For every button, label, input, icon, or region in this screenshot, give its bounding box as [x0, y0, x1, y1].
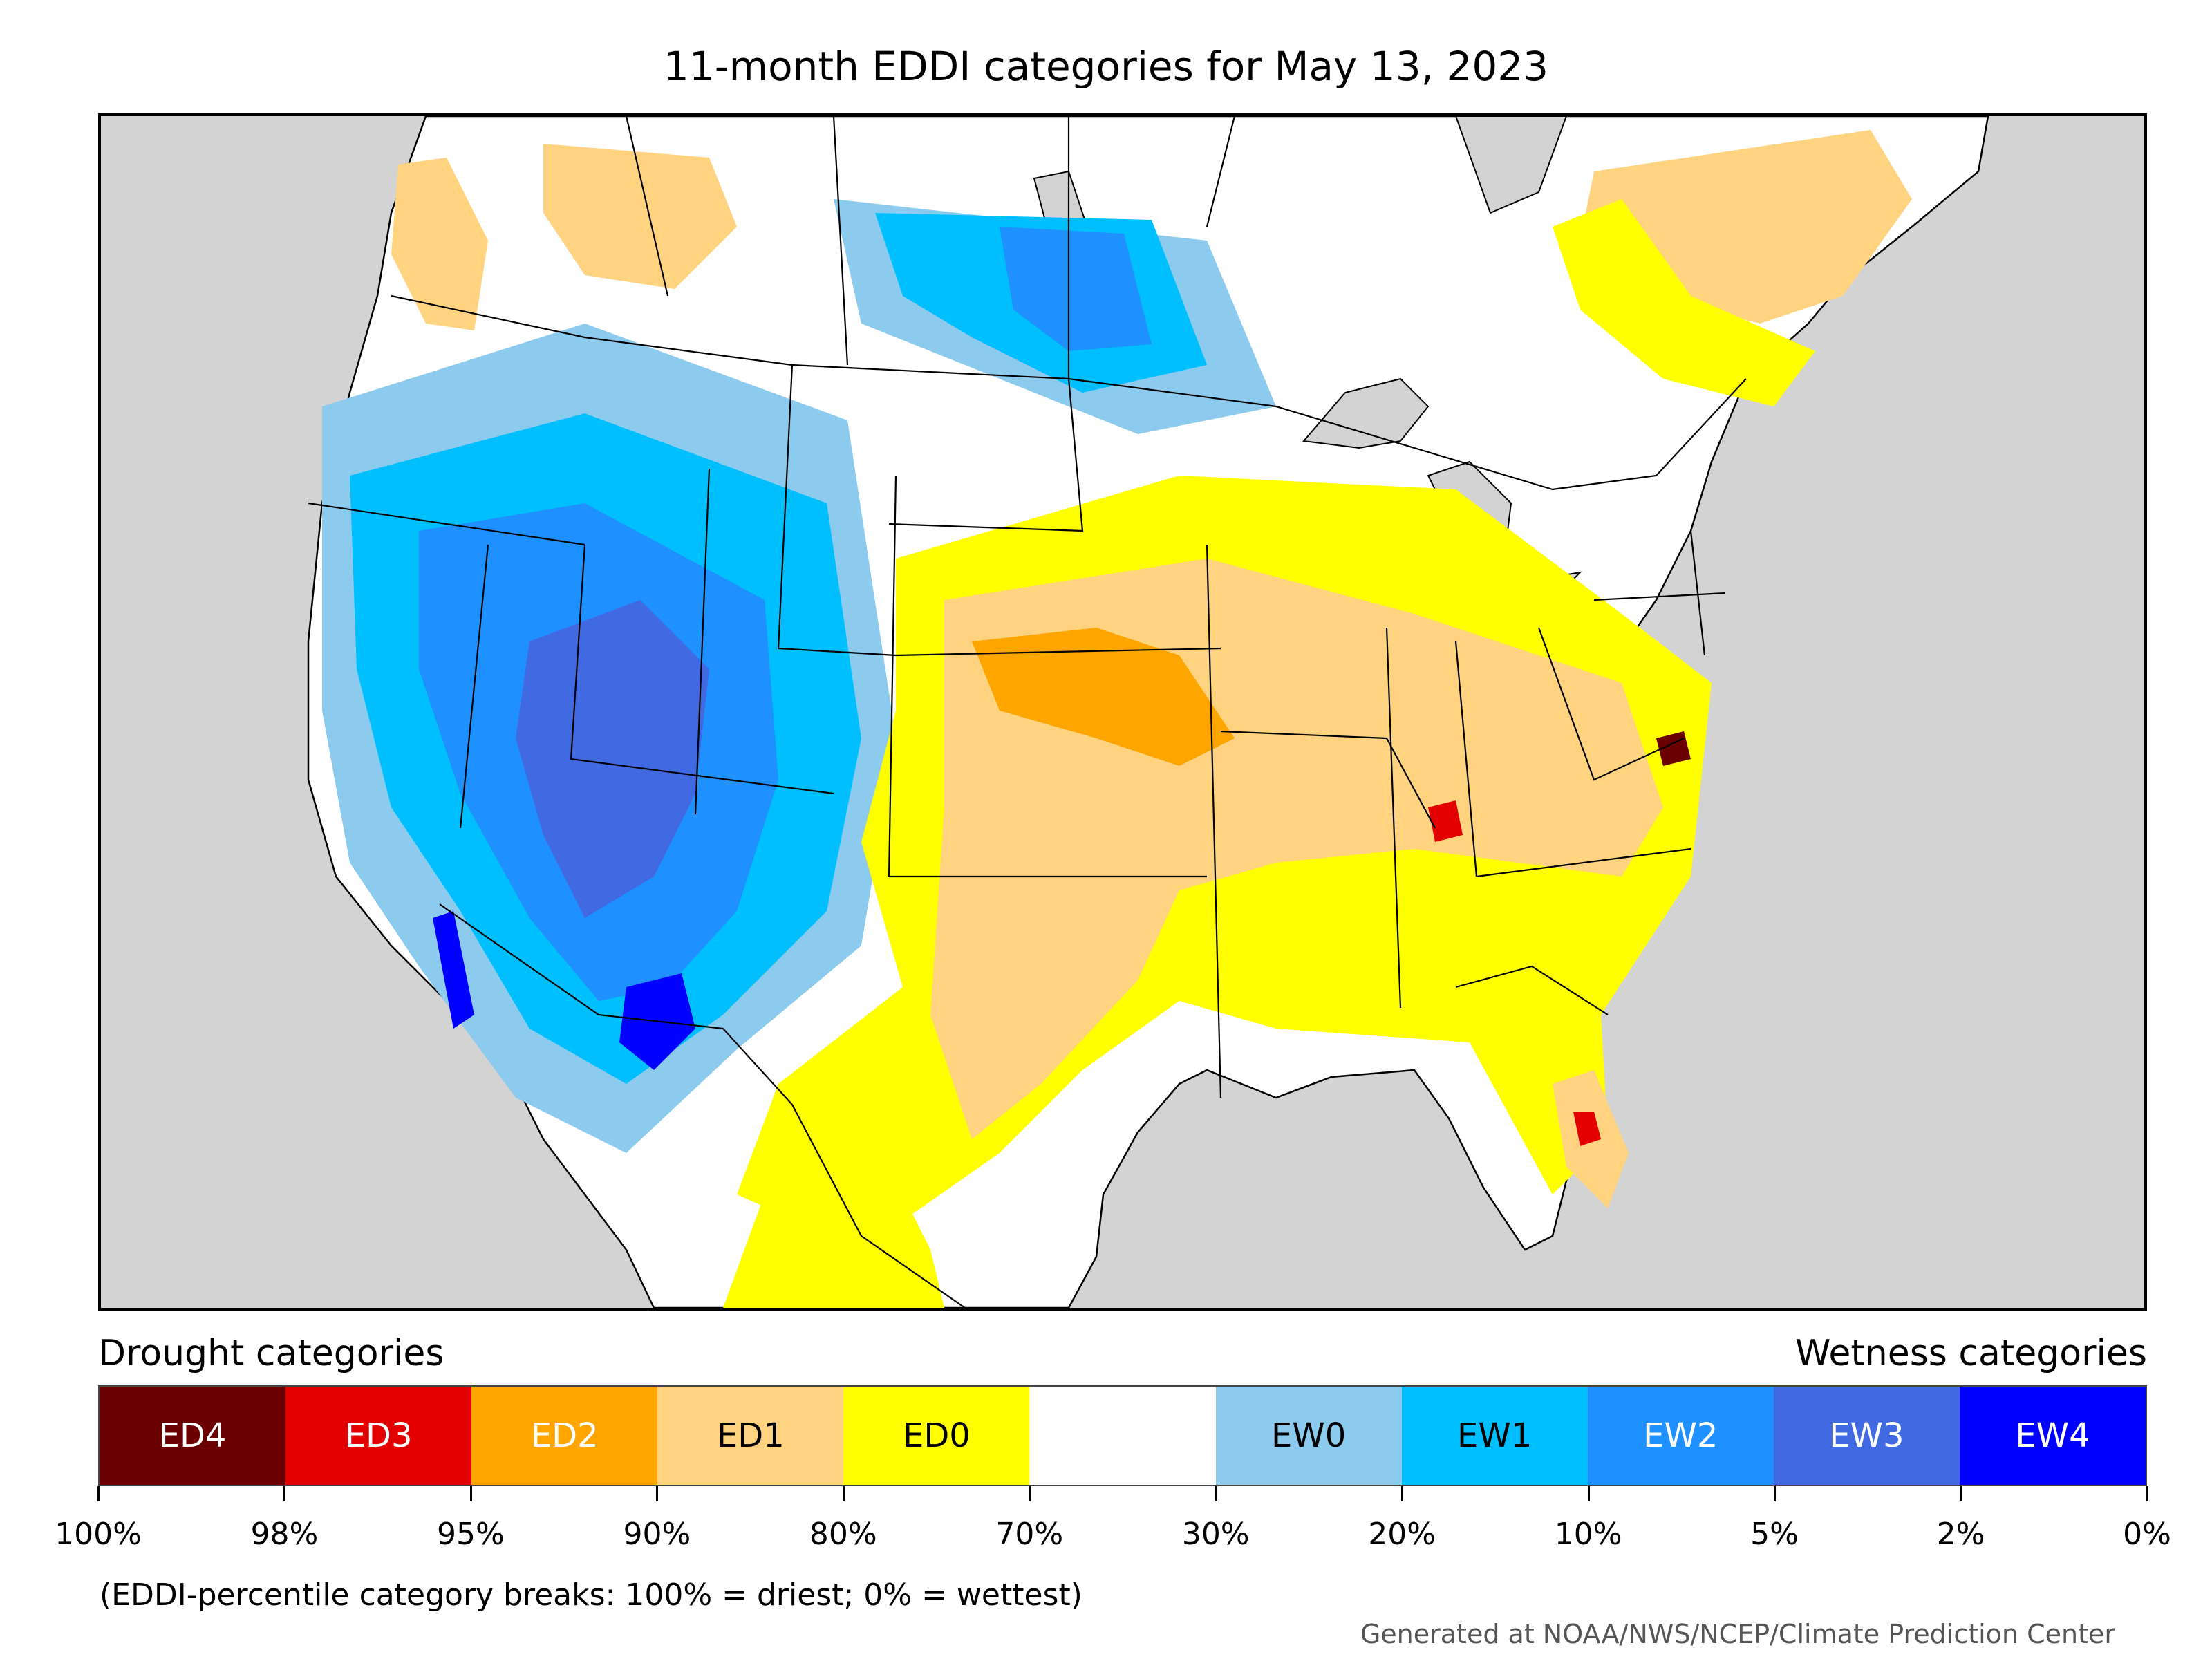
colorbar-tick-label: 0% — [2123, 1517, 2171, 1552]
region-ed1-bc — [543, 144, 737, 289]
colorbar-tick — [842, 1486, 845, 1501]
region-ed3-ky — [1428, 800, 1463, 842]
hudson-bay — [1454, 116, 1568, 214]
colorbar-ticks: 100% 98% 95% 90% 80% 70% 30% 20% 10% 5% 2% 0% — [55, 1486, 2171, 1552]
wetness-categories-label: Wetness categories — [1795, 1333, 2147, 1374]
colorbar-tick-label: 5% — [1750, 1517, 1799, 1552]
colorbar-tick-label: 98% — [250, 1517, 319, 1552]
colorbar-tick — [1774, 1486, 1777, 1501]
us-mexico-border — [439, 903, 966, 1308]
colorbar-segment-ew2: EW2 — [1587, 1387, 1774, 1485]
colorbar-tick — [97, 1486, 100, 1501]
region-ed3-fl — [1573, 1112, 1601, 1146]
colorbar-tick — [469, 1486, 472, 1501]
colorbar-segment-ew1: EW1 — [1401, 1387, 1588, 1485]
colorbar-tick-label: 80% — [809, 1517, 877, 1552]
colorbar-tick — [1401, 1486, 1404, 1501]
colorbar-segment-ed1: ED1 — [657, 1387, 844, 1485]
region-ed0-quebec — [1553, 199, 1815, 406]
us-canada-border — [391, 294, 1747, 491]
political-borders — [308, 116, 1747, 1308]
colorbar-tick-label: 2% — [1936, 1517, 1985, 1552]
colorbar-segment-ew3: EW3 — [1773, 1387, 1960, 1485]
colorbar-tick-label: 90% — [623, 1517, 691, 1552]
region-ed4-va — [1656, 731, 1691, 766]
credit-line: Generated at NOAA/NWS/NCEP/Climate Predi… — [1360, 1619, 2115, 1649]
colorbar-segment-ed0: ED0 — [843, 1387, 1030, 1485]
colorbar-segment-ed3: ED3 — [285, 1387, 472, 1485]
colorbar-segment-ew0: EW0 — [1215, 1387, 1402, 1485]
eddi-field — [322, 130, 1912, 1308]
percentile-note: (EDDI-percentile category breaks: 100% =… — [100, 1577, 1082, 1613]
colorbar-tick-label: 100% — [55, 1517, 142, 1552]
colorbar-tick-label: 20% — [1368, 1517, 1436, 1552]
colorbar-tick — [1587, 1486, 1590, 1501]
colorbar-tick-label: 10% — [1554, 1517, 1622, 1552]
drought-categories-label: Drought categories — [98, 1333, 444, 1374]
category-colorbar: ED4 ED3 ED2 ED1 ED0 EW0 EW1 EW2 EW3 EW4 — [98, 1385, 2147, 1486]
region-ew4-ca — [433, 911, 474, 1029]
region-ew3-west — [516, 600, 709, 918]
colorbar-tick — [1215, 1486, 1217, 1501]
region-ed1-nw — [391, 158, 488, 330]
colorbar-tick — [2146, 1486, 2148, 1501]
colorbar-tick-label: 70% — [995, 1517, 1064, 1552]
region-ew2-north — [1000, 227, 1152, 351]
chart-title: 11-month EDDI categories for May 13, 202… — [663, 43, 1549, 90]
lake-superior — [1302, 377, 1430, 449]
colorbar-tick — [1029, 1486, 1031, 1501]
region-ed2-plains — [972, 628, 1235, 766]
colorbar-segment-ed2: ED2 — [471, 1387, 658, 1485]
eddi-map — [98, 113, 2147, 1311]
colorbar-tick-label: 30% — [1181, 1517, 1250, 1552]
colorbar-segment-ew4: EW4 — [1959, 1387, 2146, 1485]
colorbar-tick — [1960, 1486, 1962, 1501]
colorbar-tick — [283, 1486, 286, 1501]
colorbar-segment-ed4: ED4 — [100, 1387, 286, 1485]
colorbar-tick — [656, 1486, 659, 1501]
colorbar-tick-label: 95% — [437, 1517, 505, 1552]
colorbar-segment-neutral — [1029, 1387, 1216, 1485]
map-canvas — [307, 116, 1989, 1308]
region-ed0-baja — [723, 1167, 944, 1308]
